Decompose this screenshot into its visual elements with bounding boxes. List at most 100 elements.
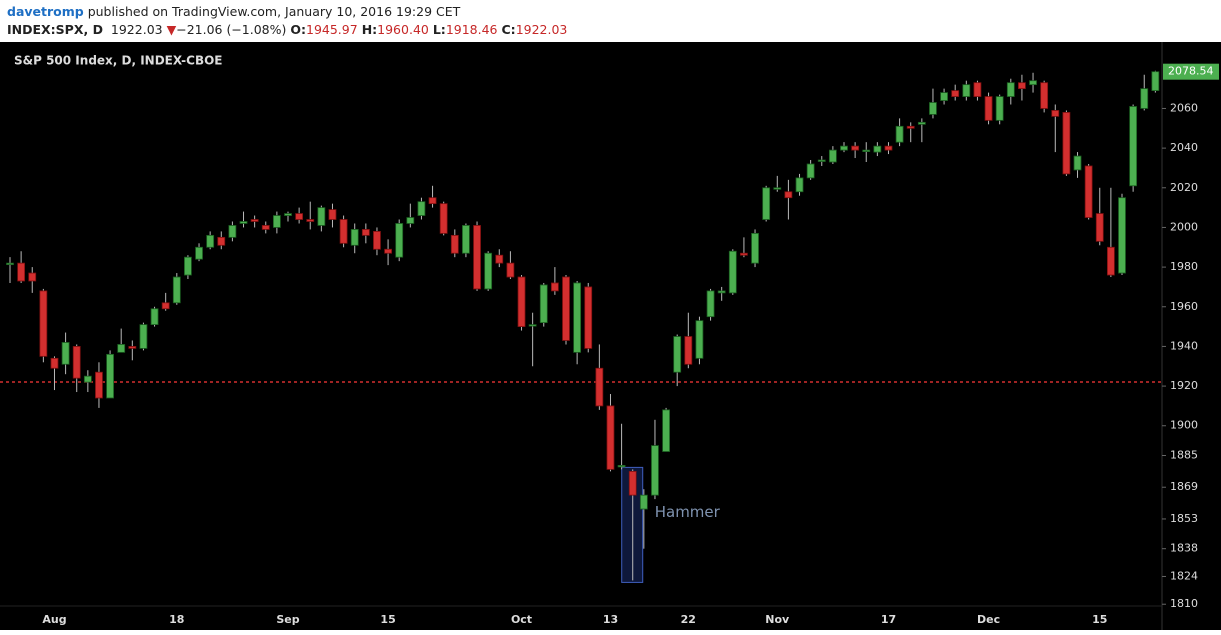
chart-background — [0, 42, 1221, 630]
candle-body — [606, 405, 615, 470]
candle-body — [639, 494, 648, 510]
candle-body — [740, 252, 748, 256]
candle-body — [295, 213, 304, 220]
candle-body — [951, 90, 960, 97]
y-tick-label: 2020 — [1170, 181, 1198, 194]
candle-body — [317, 207, 326, 226]
candle-body — [450, 234, 459, 254]
candle-body — [361, 229, 370, 236]
candle-body — [940, 92, 948, 101]
publish-line: davetromp published on TradingView.com, … — [7, 4, 460, 19]
candle-body — [651, 445, 659, 496]
arrow: ▼ — [166, 22, 177, 37]
candle-body — [373, 231, 381, 250]
y-tick-label: 1900 — [1170, 419, 1198, 432]
candle-body — [562, 276, 570, 341]
candle-body — [117, 344, 126, 353]
candle-body — [462, 225, 470, 254]
candle-body — [595, 367, 604, 407]
candle-body — [39, 290, 48, 357]
candle-body — [328, 209, 337, 220]
candle-body — [895, 125, 904, 143]
y-tick-label: 1824 — [1170, 569, 1198, 582]
candle-body — [795, 177, 804, 193]
candle-body — [206, 234, 215, 248]
x-tick-label: Oct — [511, 613, 532, 626]
candle-body — [128, 346, 137, 349]
candle-body — [873, 145, 882, 153]
x-tick-label: 13 — [603, 613, 618, 626]
candle-body — [484, 252, 493, 290]
y-tick-label: 1960 — [1170, 300, 1198, 313]
candle-body — [161, 302, 170, 310]
x-tick-label: 15 — [1092, 613, 1107, 626]
low: 1918.46 — [445, 22, 498, 37]
candle-body — [106, 353, 114, 399]
close: 1922.03 — [515, 22, 568, 37]
candle-body — [840, 145, 848, 151]
candle-body — [6, 262, 14, 266]
y-tick-label: 1838 — [1170, 542, 1198, 555]
candle-body — [95, 371, 103, 399]
candle-body — [1062, 112, 1071, 175]
candle-body — [272, 215, 281, 228]
candle-body — [350, 229, 359, 246]
candle-body — [528, 324, 537, 327]
candle-body — [539, 284, 548, 324]
candle-body — [673, 336, 682, 373]
x-tick-label: 22 — [681, 613, 696, 626]
candle-body — [573, 282, 582, 353]
quote-line: INDEX:SPX, D 1922.03 ▼−21.06 (−1.08%) O:… — [7, 22, 567, 37]
x-tick-label: 18 — [169, 613, 184, 626]
candle-body — [617, 465, 626, 468]
annotation-text: Hammer — [655, 503, 721, 521]
candle-body — [261, 225, 270, 230]
candle-body — [784, 191, 793, 199]
candle-body — [728, 250, 737, 294]
open: 1945.97 — [306, 22, 358, 37]
candle-body — [1118, 197, 1126, 274]
candle-body — [828, 149, 837, 163]
candle-body — [228, 225, 237, 238]
candle-body — [284, 213, 292, 216]
candle-body — [851, 145, 860, 151]
x-tick-label: 15 — [380, 613, 395, 626]
candle-body — [473, 225, 481, 290]
change: −21.06 (−1.08%) — [176, 22, 287, 37]
x-tick-label: 17 — [881, 613, 896, 626]
high-label: H: — [361, 22, 378, 37]
candle-body — [395, 223, 404, 258]
candle-body — [984, 96, 993, 121]
author[interactable]: davetromp — [7, 4, 84, 19]
candle-body — [1151, 71, 1160, 92]
y-tick-label: 1980 — [1170, 260, 1198, 273]
candle-body — [1095, 213, 1104, 242]
candle-body — [717, 290, 726, 294]
candle-body — [1129, 106, 1138, 187]
candle-body — [72, 346, 81, 379]
candle-body — [550, 282, 559, 292]
candle-body — [1051, 110, 1060, 117]
candle-body — [995, 96, 1004, 121]
y-tick-label: 1885 — [1170, 448, 1198, 461]
candle-body — [428, 197, 437, 205]
y-tick-label: 2000 — [1170, 220, 1198, 233]
candle-body — [1029, 80, 1037, 86]
candle-body — [184, 256, 192, 276]
candle-body — [862, 149, 871, 153]
candle-body — [172, 276, 181, 304]
candle-body — [684, 336, 693, 365]
candle-body — [962, 84, 971, 97]
candle-body — [417, 201, 426, 216]
candle-body — [28, 272, 37, 282]
chart-title: S&P 500 Index, D, INDEX-CBOE — [14, 54, 223, 68]
y-tick-label: 1810 — [1170, 597, 1198, 610]
candle-body — [929, 102, 937, 115]
candle-body — [584, 286, 593, 349]
candle-body — [817, 159, 826, 162]
y-tick-label: 2040 — [1170, 141, 1198, 154]
candle-body — [139, 324, 148, 349]
y-tick-label: 1940 — [1170, 339, 1198, 352]
candle-body — [973, 82, 982, 97]
